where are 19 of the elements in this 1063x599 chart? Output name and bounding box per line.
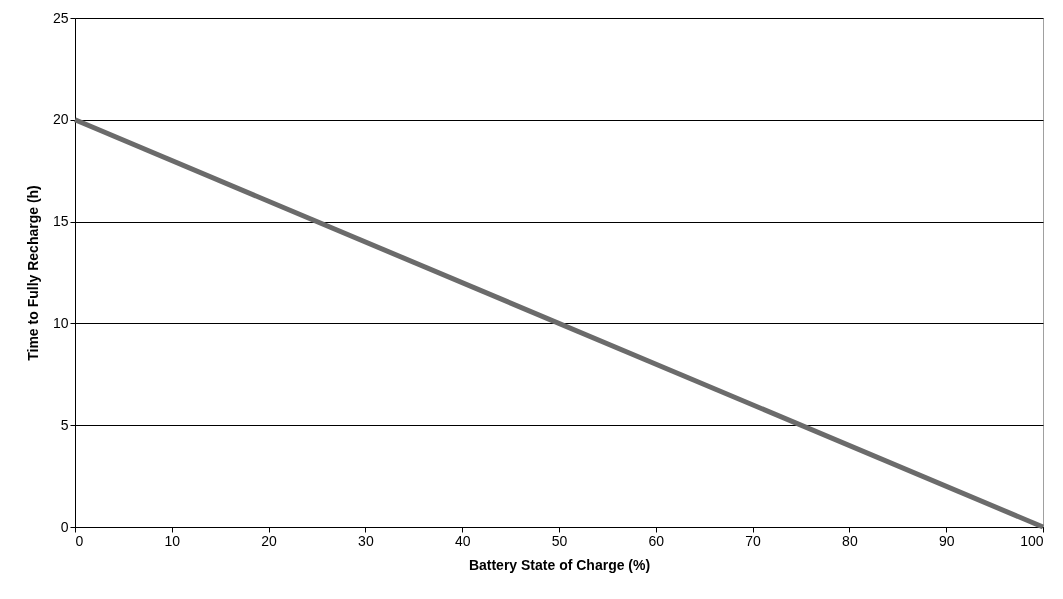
y-tick-label: 25 (52, 9, 69, 26)
x-tick-label: 70 (745, 532, 762, 549)
x-axis-title: Battery State of Charge (%) (468, 556, 651, 573)
y-tick-label: 15 (52, 213, 69, 230)
x-tick-label: 100 (1020, 532, 1044, 549)
y-tick-label: 10 (52, 314, 69, 331)
x-tick-label: 0 (75, 532, 84, 549)
x-tick-label: 50 (551, 532, 568, 549)
x-tick-label: 10 (164, 532, 181, 549)
x-tick-label: 20 (261, 532, 278, 549)
y-tick-label: 0 (60, 518, 69, 535)
x-tick-label: 60 (648, 532, 665, 549)
y-tick-label: 20 (52, 111, 69, 128)
x-tick-label: 90 (938, 532, 955, 549)
x-tick-label: 30 (358, 532, 374, 549)
x-tick-label: 40 (454, 532, 471, 549)
x-tick-label: 80 (842, 532, 858, 549)
y-tick-label: 5 (60, 416, 69, 433)
y-axis-title: Time to Fully Recharge (h) (24, 185, 41, 361)
